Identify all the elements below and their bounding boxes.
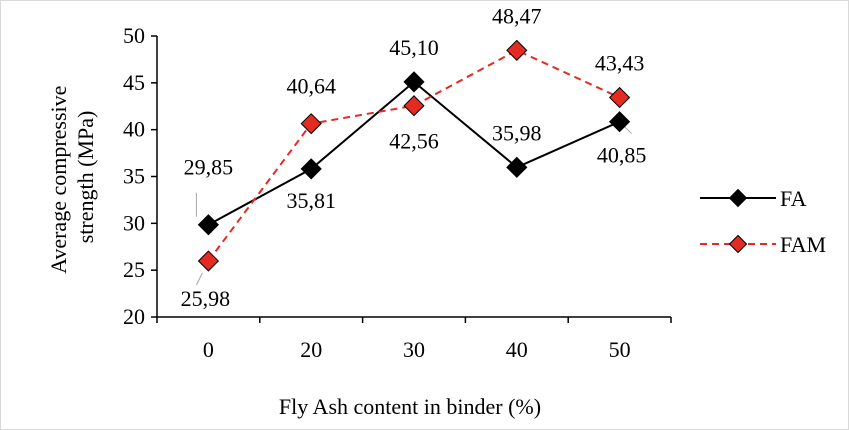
y-tick-label: 35 bbox=[123, 164, 145, 189]
marker-fam-30 bbox=[403, 95, 425, 117]
data-label-fa-50: 40,85 bbox=[597, 143, 647, 168]
legend-fam-label: FAM bbox=[780, 232, 826, 257]
data-label-fa-20: 35,81 bbox=[286, 188, 336, 213]
y-tick-label: 40 bbox=[123, 117, 145, 142]
marker-fa-20 bbox=[300, 158, 322, 180]
x-axis-ticks: 0 20 30 40 50 bbox=[156, 317, 672, 362]
legend-fa-label: FA bbox=[780, 186, 807, 211]
marker-fa-40 bbox=[506, 156, 528, 178]
y-axis-ticks: 20 25 30 35 40 45 50 bbox=[123, 23, 157, 329]
leader-line bbox=[623, 125, 632, 135]
x-tick-label: 30 bbox=[403, 337, 425, 362]
x-tick-label: 20 bbox=[300, 337, 322, 362]
data-label-fa-30: 45,10 bbox=[389, 35, 439, 60]
marker-fam-20 bbox=[300, 113, 322, 135]
y-tick-label: 20 bbox=[123, 304, 145, 329]
y-tick-label: 50 bbox=[123, 23, 145, 48]
data-label-fam-40: 48,47 bbox=[492, 3, 542, 28]
marker-fa-0 bbox=[197, 214, 220, 236]
y-tick-label: 30 bbox=[123, 210, 145, 235]
y-axis-title: Average compressive strength (MPa) bbox=[46, 80, 98, 274]
x-tick-label: 0 bbox=[203, 337, 214, 362]
data-label-fa-40: 35,98 bbox=[492, 120, 542, 145]
legend-fa-marker bbox=[728, 188, 748, 208]
data-label-fam-30: 42,56 bbox=[389, 129, 439, 154]
data-label-fam-50: 43,43 bbox=[595, 51, 645, 76]
x-tick-label: 50 bbox=[609, 337, 631, 362]
legend-item-fa: FA bbox=[700, 186, 807, 211]
marker-fam-50 bbox=[608, 86, 631, 109]
data-label-fa-0: 29,85 bbox=[184, 155, 234, 180]
y-tick-label: 45 bbox=[123, 70, 145, 95]
x-tick-label: 40 bbox=[506, 337, 528, 362]
leader-line bbox=[195, 272, 203, 286]
data-label-fam-0: 25,98 bbox=[181, 286, 231, 311]
marker-fa-50 bbox=[608, 111, 631, 133]
data-labels: 29,85 35,81 45,10 35,98 40,85 25,98 40,64 42,56… bbox=[181, 3, 647, 311]
marker-fa-30 bbox=[403, 71, 425, 93]
series-line-fam bbox=[207, 49, 621, 262]
marker-fam-0 bbox=[197, 250, 220, 272]
marker-fam-40 bbox=[506, 39, 528, 61]
data-label-fam-20: 40,64 bbox=[286, 74, 336, 99]
label-leader-lines bbox=[195, 125, 632, 286]
legend-fam-marker bbox=[728, 234, 748, 254]
legend-item-fam: FAM bbox=[700, 232, 826, 257]
series-markers bbox=[197, 39, 631, 272]
y-tick-label: 25 bbox=[123, 257, 145, 282]
legend: FA FAM bbox=[700, 186, 826, 257]
x-axis-title: Fly Ash content in binder (%) bbox=[279, 394, 541, 419]
